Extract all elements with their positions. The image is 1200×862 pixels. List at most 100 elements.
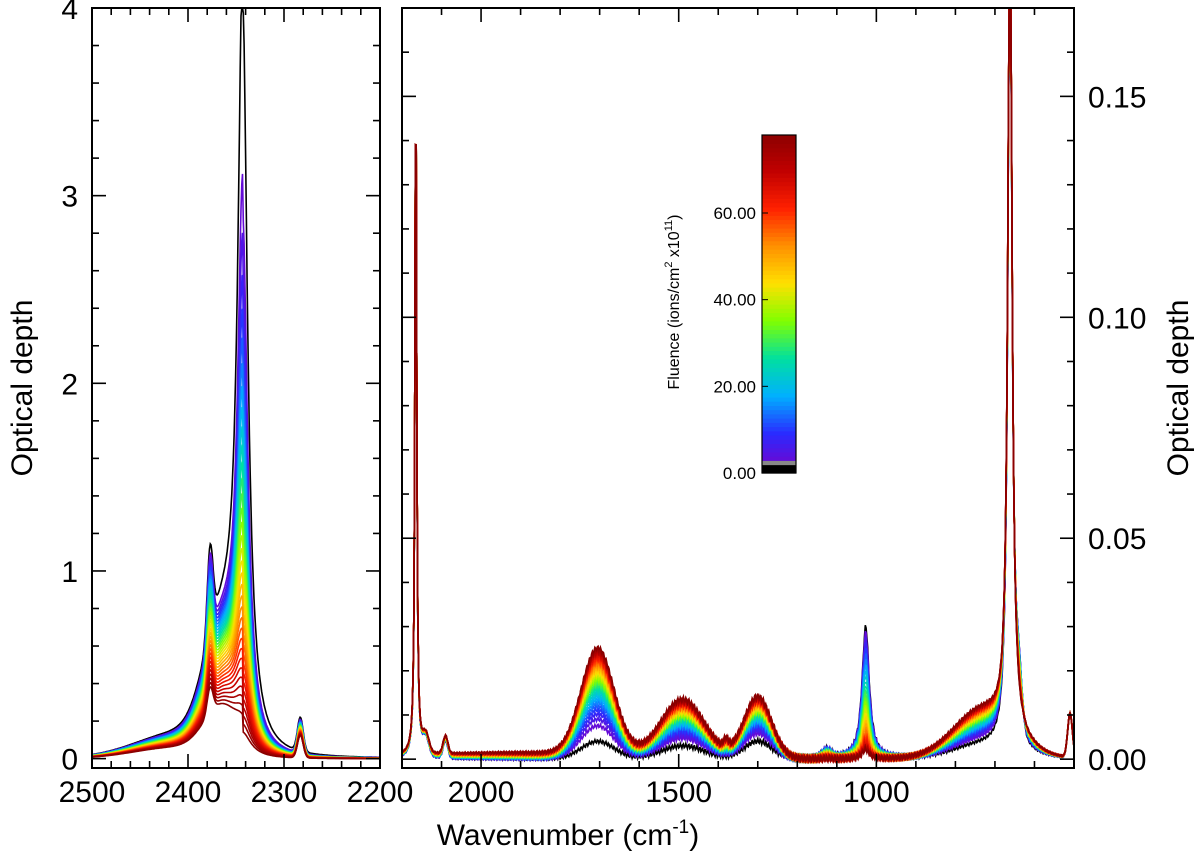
- colorbar-segment: [762, 244, 796, 250]
- colorbar-segment: [762, 384, 796, 390]
- colorbar-segment: [762, 434, 796, 440]
- colorbar-segment: [762, 320, 796, 326]
- colorbar-segment: [762, 396, 796, 402]
- colorbar-segment: [762, 278, 796, 284]
- left-x-tick-label: 2500: [59, 776, 126, 809]
- colorbar-segment: [762, 418, 796, 423]
- colorbar-segment: [762, 232, 796, 237]
- colorbar-segment: [762, 261, 796, 267]
- right-panel-spectra: [401, 7, 1075, 765]
- right-x-tick-label: 1000: [843, 776, 910, 809]
- left-x-tick-label: 2200: [347, 776, 414, 809]
- right-spectrum-line: [401, 7, 1075, 765]
- colorbar-segment: [762, 342, 796, 347]
- colorbar-segment: [762, 265, 796, 271]
- colorbar-segment: [762, 325, 796, 330]
- colorbar-segment: [762, 299, 796, 305]
- right-y-tick-label: 0.15: [1088, 81, 1146, 114]
- colorbar-segment: [762, 177, 796, 183]
- left-spectrum-line: [92, 637, 380, 760]
- left-spectrum-line: [92, 627, 380, 759]
- colorbar-segment: [762, 139, 796, 145]
- colorbar-segment: [762, 164, 796, 170]
- colorbar-segment: [762, 375, 796, 381]
- colorbar-segment: [762, 430, 796, 436]
- colorbar-segment: [762, 468, 796, 474]
- left-x-tick-label: 2400: [155, 776, 222, 809]
- colorbar-segment: [762, 206, 796, 212]
- colorbar-segment: [762, 274, 796, 280]
- colorbar-segment: [762, 464, 796, 470]
- colorbar-segment: [762, 168, 796, 174]
- colorbar-segment: [762, 380, 796, 385]
- colorbar-segment: [762, 401, 796, 406]
- colorbar-tick-label: 0.00: [723, 464, 756, 483]
- colorbar-segment: [762, 358, 796, 364]
- colorbar-segment: [762, 253, 796, 259]
- right-x-tick-label: 2000: [448, 776, 515, 809]
- colorbar-segment: [762, 329, 796, 335]
- left-panel-spectra: [92, 8, 380, 760]
- colorbar-segment: [762, 413, 796, 419]
- left-y-tick-label: 3: [61, 181, 78, 214]
- left-y-tick-label: 1: [61, 556, 78, 589]
- right-y-tick-label: 0.05: [1088, 523, 1146, 556]
- colorbar-segment: [762, 202, 796, 208]
- colorbar-segment: [762, 426, 796, 432]
- colorbar-segment: [762, 291, 796, 297]
- y-axis-title-right: Optical depth: [1162, 300, 1195, 477]
- left-panel-frame: [91, 7, 381, 769]
- colorbar-segment: [762, 160, 796, 166]
- colorbar-segment: [762, 350, 796, 356]
- colorbar-segment: [762, 198, 796, 204]
- colorbar-tick-label: 60.00: [713, 204, 756, 223]
- colorbar-segment: [762, 316, 796, 322]
- colorbar-segment: [762, 215, 796, 221]
- y-axis-title-left: Optical depth: [6, 300, 39, 477]
- colorbar-title: Fluence (ions/cm2 x1011): [663, 215, 683, 390]
- colorbar-segment: [762, 135, 796, 140]
- colorbar-segment: [762, 460, 796, 466]
- left-y-tick-label: 4: [61, 0, 78, 26]
- right-y-tick-label: 0.10: [1088, 302, 1146, 335]
- colorbar-segment: [762, 451, 796, 457]
- colorbar-tick-label: 40.00: [713, 291, 756, 310]
- colorbar-segment: [762, 405, 796, 411]
- colorbar-segment: [762, 308, 796, 314]
- colorbar-segment: [762, 236, 796, 242]
- colorbar-segment: [762, 371, 796, 377]
- colorbar-segment: [762, 173, 796, 178]
- colorbar-segment: [762, 295, 796, 301]
- colorbar-segment: [762, 249, 796, 254]
- right-y-tick-label: 0.00: [1088, 744, 1146, 777]
- right-x-tick-label: 1500: [645, 776, 712, 809]
- colorbar-segment: [762, 181, 796, 187]
- colorbar-segment: [762, 312, 796, 318]
- colorbar-segment: [762, 270, 796, 276]
- colorbar-segment: [762, 185, 796, 191]
- colorbar-segment: [762, 337, 796, 343]
- colorbar-segment: [762, 287, 796, 292]
- left-x-tick-label: 2300: [251, 776, 318, 809]
- colorbar-tick-labels: 0.00 20.00 40.00 60.00: [713, 204, 768, 483]
- colorbar-segment: [762, 240, 796, 246]
- axis-ticks: [91, 7, 1074, 768]
- fluence-colorbar: [761, 134, 797, 474]
- colorbar-segment: [762, 456, 796, 461]
- colorbar-segment: [762, 409, 796, 415]
- colorbar-segment: [762, 346, 796, 352]
- colorbar-segment: [762, 147, 796, 153]
- colorbar-segment: [762, 257, 796, 263]
- x-axis-title: Wavenumber (cm-1): [437, 817, 700, 852]
- colorbar-segment: [762, 211, 796, 216]
- colorbar-segment: [762, 151, 796, 157]
- colorbar-segment: [762, 367, 796, 373]
- right-panel-frame: [401, 7, 1075, 769]
- colorbar-segment: [762, 156, 796, 161]
- colorbar-segment: [762, 363, 796, 368]
- colorbar-segment: [762, 447, 796, 453]
- colorbar-segment: [762, 304, 796, 309]
- colorbar-segment: [762, 143, 796, 149]
